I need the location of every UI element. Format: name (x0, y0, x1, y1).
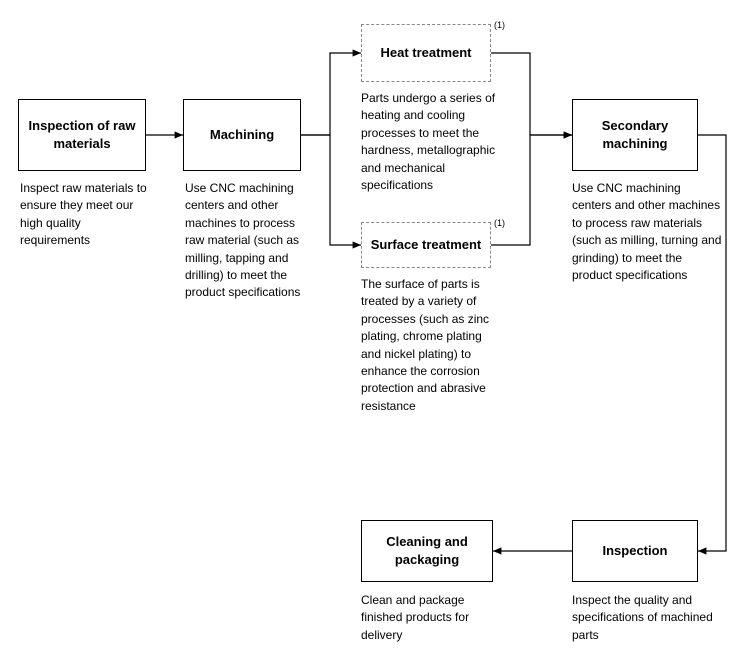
node-secondary-machining: Secondary machining (572, 99, 698, 171)
node-title: Surface treatment (371, 236, 482, 254)
node-title: Inspection (602, 542, 667, 560)
node-desc-heat-treatment: Parts undergo a series of heating and co… (361, 90, 501, 194)
node-heat-treatment: Heat treatment (361, 24, 491, 82)
node-surface-treatment: Surface treatment (361, 222, 491, 268)
node-inspection: Inspection (572, 520, 698, 582)
node-desc-cleaning-packaging: Clean and package finished products for … (361, 592, 509, 644)
node-title: Heat treatment (380, 44, 471, 62)
node-title: Cleaning and packaging (370, 533, 484, 568)
footnote-surface-treatment: (1) (494, 218, 505, 228)
node-cleaning-packaging: Cleaning and packaging (361, 520, 493, 582)
node-desc-machining: Use CNC machining centers and other mach… (185, 180, 313, 302)
node-machining: Machining (183, 99, 301, 171)
node-desc-inspection-raw-materials: Inspect raw materials to ensure they mee… (20, 180, 150, 250)
node-inspection-raw-materials: Inspection of raw materials (18, 99, 146, 171)
footnote-heat-treatment: (1) (494, 20, 505, 30)
node-desc-secondary-machining: Use CNC machining centers and other mach… (572, 180, 722, 284)
node-title: Secondary machining (581, 117, 689, 152)
node-title: Inspection of raw materials (27, 117, 137, 152)
node-title: Machining (210, 126, 274, 144)
node-desc-inspection: Inspect the quality and specifications o… (572, 592, 720, 644)
node-desc-surface-treatment: The surface of parts is treated by a var… (361, 276, 501, 415)
